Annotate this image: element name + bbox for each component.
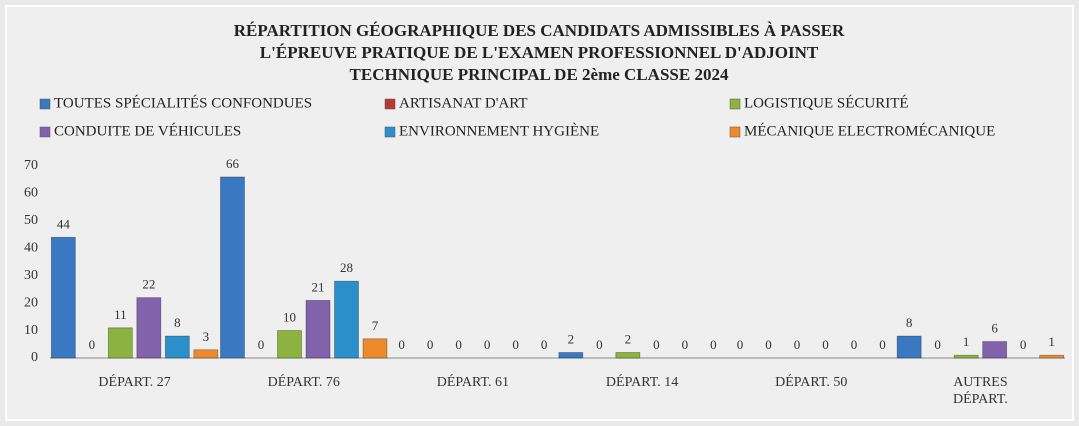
x-tick-label: DÉPART. 27	[98, 373, 170, 390]
x-tick-label: DÉPART. 76	[268, 373, 340, 390]
value-label: 0	[398, 337, 405, 352]
value-label: 2	[625, 331, 632, 346]
y-tick-label: 30	[24, 268, 38, 283]
value-label: 10	[283, 310, 296, 325]
legend-label: ENVIRONNEMENT HYGIÈNE	[399, 122, 599, 139]
value-label: 0	[484, 337, 491, 352]
bar	[50, 236, 76, 359]
y-tick-label: 60	[24, 186, 38, 201]
bar	[1039, 354, 1065, 359]
value-label: 21	[312, 279, 325, 294]
value-label: 0	[765, 337, 772, 352]
bar	[953, 354, 979, 359]
bar	[136, 297, 162, 359]
x-tick-label: DÉPART. 50	[775, 373, 847, 390]
y-tick-label: 40	[24, 241, 38, 256]
bar	[107, 327, 133, 359]
value-label: 1	[1048, 334, 1055, 349]
legend-swatch	[384, 126, 396, 138]
value-label: 2	[568, 331, 575, 346]
bar	[193, 349, 219, 359]
chart-title: L'ÉPREUVE PRATIQUE DE L'EXAMEN PROFESSIO…	[260, 43, 819, 62]
value-label: 6	[991, 321, 998, 336]
value-label: 0	[710, 337, 717, 352]
value-label: 0	[427, 337, 434, 352]
legend-label: LOGISTIQUE SÉCURITÉ	[744, 94, 909, 111]
y-tick-label: 50	[24, 213, 38, 228]
value-label: 0	[512, 337, 519, 352]
value-label: 0	[851, 337, 858, 352]
value-label: 22	[142, 277, 155, 292]
value-label: 0	[258, 337, 265, 352]
bar	[362, 338, 388, 359]
x-tick-label: DÉPART. 61	[437, 373, 509, 390]
value-label: 0	[879, 337, 886, 352]
y-tick-label: 10	[24, 323, 38, 338]
legend-swatch	[729, 126, 741, 138]
chart-title: TECHNIQUE PRINCIPAL DE 2ème CLASSE 2024	[350, 65, 729, 84]
value-label: 8	[174, 315, 181, 330]
value-label: 1	[963, 334, 970, 349]
value-label: 0	[89, 337, 96, 352]
bar	[896, 335, 922, 359]
bar	[558, 352, 584, 359]
value-label: 0	[1020, 337, 1027, 352]
value-label: 0	[682, 337, 689, 352]
value-label: 0	[541, 337, 548, 352]
value-label: 0	[455, 337, 462, 352]
value-label: 0	[653, 337, 660, 352]
bar	[220, 176, 245, 359]
legend-label: CONDUITE DE VÉHICULES	[54, 122, 241, 139]
legend-label: ARTISANAT D'ART	[399, 95, 528, 111]
y-tick-label: 20	[24, 295, 38, 310]
value-label: 44	[57, 216, 71, 231]
legend-swatch	[39, 98, 51, 110]
value-label: 28	[340, 260, 353, 275]
value-label: 11	[114, 307, 127, 322]
bar	[305, 299, 331, 359]
value-label: 7	[372, 318, 379, 333]
legend-swatch	[729, 98, 741, 110]
y-tick-label: 0	[31, 350, 38, 365]
chart-title: RÉPARTITION GÉOGRAPHIQUE DES CANDIDATS A…	[234, 21, 845, 40]
y-tick-label: 70	[24, 158, 38, 173]
value-label: 0	[822, 337, 829, 352]
value-label: 0	[934, 337, 941, 352]
bar	[334, 280, 359, 359]
value-label: 3	[203, 329, 210, 344]
legend-label: MÉCANIQUE ELECTROMÉCANIQUE	[744, 122, 995, 139]
legend-swatch	[39, 126, 51, 138]
value-label: 0	[737, 337, 744, 352]
bar	[277, 330, 302, 359]
x-tick-label: AUTRES DÉPART.	[953, 375, 1008, 407]
value-label: 0	[596, 337, 603, 352]
bar	[982, 341, 1008, 359]
value-label: 66	[226, 156, 240, 171]
legend-label: TOUTES SPÉCIALITÉS CONFONDUES	[54, 94, 312, 111]
value-label: 8	[906, 315, 913, 330]
value-label: 0	[794, 337, 801, 352]
bar	[164, 335, 190, 359]
bar	[615, 352, 641, 359]
legend-swatch	[384, 98, 396, 110]
x-tick-label: DÉPART. 14	[606, 373, 678, 390]
